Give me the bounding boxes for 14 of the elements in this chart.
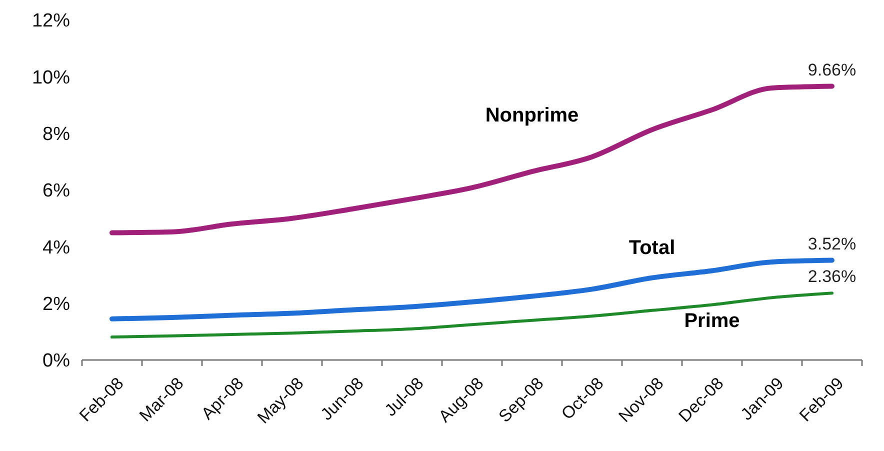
y-tick-label: 4% bbox=[42, 237, 70, 258]
y-tick-label: 8% bbox=[42, 124, 70, 145]
data-label: 3.52% bbox=[808, 234, 856, 254]
series-label: Total bbox=[628, 236, 676, 259]
series-label: Nonprime bbox=[485, 104, 579, 127]
line-series bbox=[110, 292, 834, 339]
y-tick-label: 6% bbox=[42, 180, 70, 202]
series-label: Prime bbox=[684, 310, 740, 332]
y-tick-label: 12% bbox=[32, 10, 70, 32]
data-label: 2.36% bbox=[808, 267, 856, 286]
y-tick-label: 10% bbox=[32, 67, 70, 88]
y-tick-label: 0% bbox=[42, 350, 70, 372]
data-label: 9.66% bbox=[808, 60, 856, 80]
y-tick-label: 2% bbox=[42, 294, 70, 315]
